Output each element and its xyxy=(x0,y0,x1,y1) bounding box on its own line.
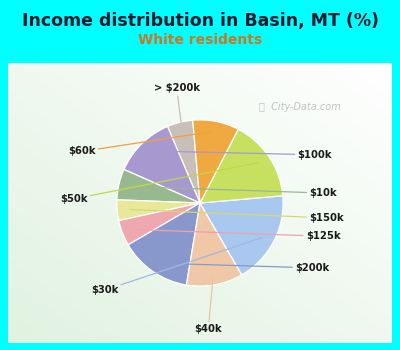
Text: $30k: $30k xyxy=(91,238,262,295)
Wedge shape xyxy=(193,120,238,203)
Wedge shape xyxy=(119,203,200,245)
Text: $10k: $10k xyxy=(132,187,337,198)
Text: $60k: $60k xyxy=(68,132,212,156)
Wedge shape xyxy=(200,196,283,275)
Text: $125k: $125k xyxy=(134,230,340,241)
Text: ⓘ  City-Data.com: ⓘ City-Data.com xyxy=(258,102,340,112)
Wedge shape xyxy=(117,169,200,203)
Text: > $200k: > $200k xyxy=(154,83,200,129)
Text: $150k: $150k xyxy=(130,210,344,223)
Wedge shape xyxy=(168,120,200,203)
Wedge shape xyxy=(117,200,200,220)
Text: Income distribution in Basin, MT (%): Income distribution in Basin, MT (%) xyxy=(22,12,378,30)
Text: $50k: $50k xyxy=(60,163,258,204)
Text: $200k: $200k xyxy=(161,263,329,273)
Wedge shape xyxy=(124,126,200,203)
Text: $100k: $100k xyxy=(152,150,332,160)
Wedge shape xyxy=(186,203,242,286)
Wedge shape xyxy=(200,129,283,203)
Wedge shape xyxy=(128,203,200,285)
Text: $40k: $40k xyxy=(194,278,222,334)
Text: White residents: White residents xyxy=(138,33,262,47)
